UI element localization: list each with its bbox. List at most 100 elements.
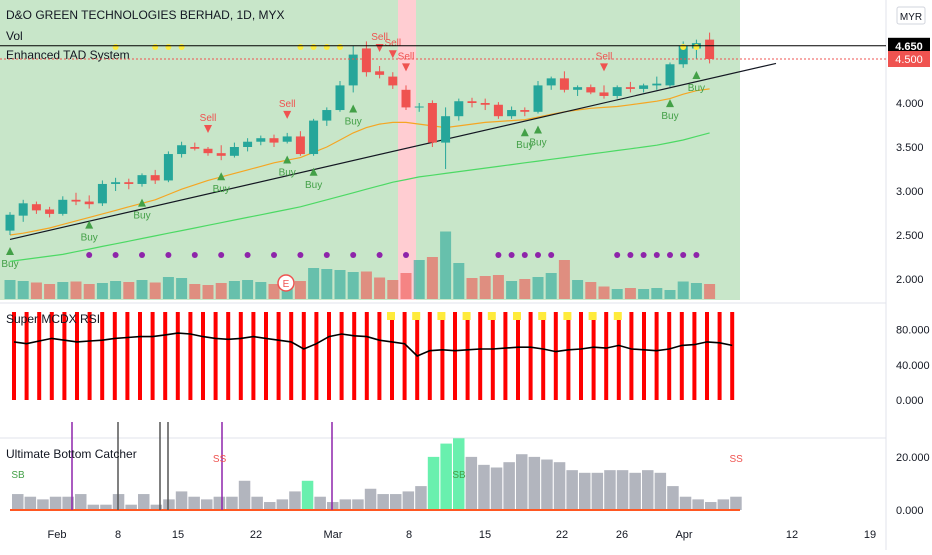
purple-dot bbox=[376, 252, 383, 258]
rsi-red-bar bbox=[591, 312, 596, 400]
buy-arrow bbox=[138, 198, 146, 207]
ubc-sell-label: SS bbox=[730, 454, 744, 465]
sell-label: Sell bbox=[279, 99, 296, 110]
volume-bar bbox=[440, 231, 452, 299]
purple-dot bbox=[218, 252, 225, 258]
purple-dot bbox=[86, 252, 93, 258]
volume-bar bbox=[400, 273, 412, 299]
ubc-bar bbox=[692, 499, 704, 510]
rsi-yellow-marker bbox=[412, 312, 421, 320]
rsi-background bbox=[10, 312, 736, 400]
volume-bar bbox=[242, 280, 254, 299]
purple-dot bbox=[165, 252, 172, 258]
rsi-tick-label: 80.000 bbox=[896, 325, 930, 337]
rsi-red-bar bbox=[516, 312, 520, 400]
rsi-red-bar bbox=[364, 312, 369, 400]
rsi-yellow-marker bbox=[588, 312, 597, 320]
date-tick-label: 19 bbox=[864, 529, 876, 541]
yellow-dot bbox=[152, 44, 159, 50]
rsi-red-bar bbox=[213, 312, 218, 400]
ubc-bar bbox=[654, 472, 667, 510]
candle-body bbox=[97, 183, 107, 204]
rsi-red-bar bbox=[667, 312, 672, 400]
ubc-bar bbox=[679, 496, 692, 510]
candle-body bbox=[625, 87, 635, 89]
purple-dot bbox=[614, 252, 621, 258]
ubc-buy-label: SB bbox=[452, 470, 466, 481]
price-tick-label: 2.000 bbox=[896, 274, 924, 286]
volume-bar bbox=[360, 271, 372, 299]
rsi-red-bar bbox=[264, 312, 268, 400]
buy-arrow bbox=[520, 128, 529, 137]
candle-body bbox=[18, 203, 28, 216]
date-tick-label: Apr bbox=[675, 529, 692, 541]
ubc-bar bbox=[12, 494, 24, 510]
volume-bar bbox=[690, 283, 702, 299]
purple-dot bbox=[495, 252, 502, 258]
rsi-red-bar bbox=[503, 312, 508, 400]
volume-bar bbox=[123, 282, 135, 299]
ubc-bar bbox=[566, 470, 578, 510]
rsi-red-bar bbox=[163, 312, 168, 400]
rsi-red-bar bbox=[226, 312, 231, 400]
rsi-red-bar bbox=[453, 312, 457, 400]
rsi-yellow-marker bbox=[437, 312, 446, 320]
rsi-red-bar bbox=[692, 312, 697, 400]
rsi-red-bar bbox=[717, 312, 722, 400]
candle-body bbox=[256, 138, 266, 142]
volume-bar bbox=[308, 268, 320, 299]
rsi-line bbox=[13, 332, 733, 357]
sell-label: Sell bbox=[371, 32, 388, 43]
buy-arrow bbox=[534, 125, 542, 134]
sell-arrow bbox=[402, 63, 410, 72]
ubc-bar bbox=[591, 472, 604, 510]
buy-label: Buy bbox=[661, 111, 678, 122]
ubc-bar bbox=[87, 504, 100, 510]
trend-line bbox=[9, 62, 777, 240]
ubc-buy-label: SB bbox=[11, 470, 25, 481]
sell-label: Sell bbox=[596, 51, 613, 62]
candle-body bbox=[401, 89, 411, 108]
last-price-tag bbox=[888, 37, 930, 54]
ubc-bar bbox=[528, 456, 541, 510]
volume-bar bbox=[162, 277, 174, 299]
ubc-bar bbox=[604, 470, 616, 510]
buy-label: Buy bbox=[345, 116, 362, 127]
candle-body bbox=[84, 201, 94, 205]
volume-bar bbox=[70, 281, 82, 299]
date-tick-label: Feb bbox=[48, 529, 67, 541]
vol-label: Vol bbox=[6, 29, 23, 43]
mcdx-title: Super MCDX RSI bbox=[6, 312, 100, 326]
ubc-bar bbox=[138, 494, 150, 510]
rsi-red-bar bbox=[616, 312, 621, 400]
ema-orange-line bbox=[9, 88, 710, 236]
yellow-dot bbox=[165, 44, 172, 50]
ubc-bar bbox=[705, 502, 717, 510]
currency-box[interactable] bbox=[896, 6, 926, 25]
rsi-red-bar bbox=[352, 312, 357, 400]
sell-label: Sell bbox=[384, 38, 401, 49]
buy-label: Buy bbox=[1, 259, 18, 270]
candle-body bbox=[295, 136, 305, 155]
buy-label: Buy bbox=[305, 180, 322, 191]
date-tick-label: 15 bbox=[479, 529, 491, 541]
volume-bar bbox=[202, 285, 214, 299]
candle-body bbox=[190, 147, 200, 149]
ubc-bar bbox=[226, 496, 238, 510]
rsi-red-bar bbox=[478, 312, 483, 400]
earnings-icon[interactable] bbox=[277, 274, 295, 292]
close-price-tag-text: 4.500 bbox=[895, 54, 923, 66]
candle-body bbox=[150, 175, 160, 181]
purple-dot bbox=[653, 252, 660, 258]
ubc-bar bbox=[516, 454, 528, 510]
bottom-catcher-title: Ultimate Bottom Catcher bbox=[6, 447, 137, 461]
ubc-bar bbox=[553, 462, 566, 510]
ubc-bar bbox=[49, 496, 62, 510]
ubc-bar bbox=[163, 499, 175, 510]
ubc-bar bbox=[730, 496, 742, 510]
candle-body bbox=[546, 78, 556, 86]
volume-bar bbox=[228, 281, 240, 299]
rsi-red-bar bbox=[528, 312, 533, 400]
ubc-bar bbox=[478, 464, 490, 510]
